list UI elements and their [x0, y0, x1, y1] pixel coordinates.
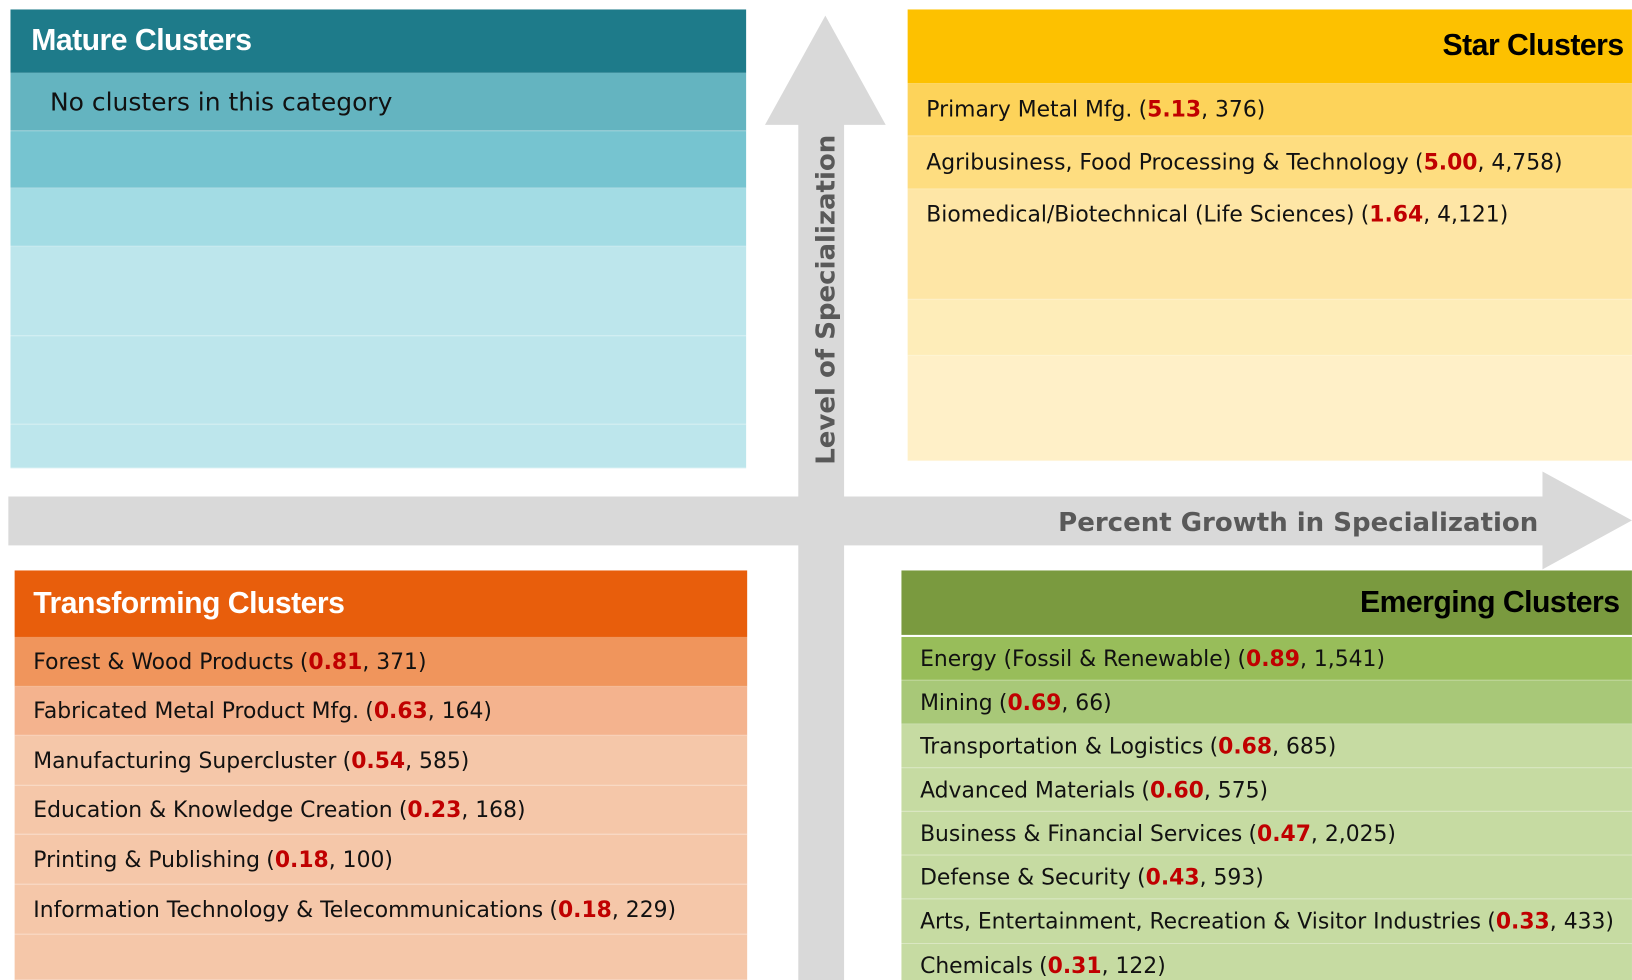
- cluster-name: Forest & Wood Products: [33, 648, 294, 674]
- cluster-name: Mining: [920, 689, 993, 715]
- employment: 1,541: [1300, 646, 1385, 671]
- cluster-row: [10, 336, 747, 425]
- emerging-quadrant: Emerging Clusters Energy (Fossil & Renew…: [901, 570, 1632, 980]
- cluster-name: Information Technology & Telecommunicati…: [33, 896, 544, 922]
- employment: 122: [1102, 953, 1166, 978]
- cluster-name: Manufacturing Supercluster: [33, 747, 337, 773]
- cluster-row: Defense & Security0.43593: [901, 855, 1632, 900]
- employment: 575: [1204, 777, 1268, 802]
- location-quotient: 5.00: [1415, 150, 1478, 175]
- cluster-row: Energy (Fossil & Renewable)0.891,541: [901, 636, 1632, 681]
- cluster-name: Arts, Entertainment, Recreation & Visito…: [920, 908, 1482, 934]
- employment: 371: [362, 649, 426, 674]
- cluster-name: Printing & Publishing: [33, 846, 261, 872]
- employment: 4,758: [1478, 150, 1563, 175]
- cluster-name: Education & Knowledge Creation: [33, 797, 393, 823]
- cluster-row: Fabricated Metal Product Mfg.0.63164: [14, 686, 748, 736]
- cluster-row: Forest & Wood Products0.81371: [14, 636, 748, 687]
- employment: 685: [1272, 733, 1336, 758]
- cluster-row: Advanced Materials0.60575: [901, 768, 1632, 812]
- employment: 593: [1200, 864, 1264, 889]
- cluster-row: [14, 934, 748, 980]
- cluster-name: Transportation & Logistics: [920, 733, 1204, 759]
- star-quadrant: Star Clusters Primary Metal Mfg.5.13376 A…: [907, 9, 1632, 462]
- cluster-row: [10, 131, 747, 189]
- cluster-row: Biomedical/Biotechnical (Life Sciences)1…: [907, 189, 1632, 300]
- location-quotient: 0.60: [1141, 777, 1204, 802]
- cluster-row: Agribusiness, Food Processing & Technolo…: [907, 136, 1632, 190]
- employment: 433: [1550, 909, 1614, 934]
- cluster-row: Transportation & Logistics0.68685: [901, 724, 1632, 769]
- quadrant-title: Star Clusters: [907, 9, 1632, 84]
- location-quotient: 5.13: [1139, 97, 1201, 122]
- quadrant-title: Emerging Clusters: [901, 570, 1632, 635]
- employment: 229: [612, 897, 676, 922]
- cluster-name: Business & Financial Services: [920, 820, 1243, 846]
- quadrant-title: Transforming Clusters: [14, 570, 748, 637]
- employment: 585: [405, 748, 469, 773]
- cluster-row: Chemicals0.31122: [901, 944, 1632, 980]
- cluster-name: Advanced Materials: [920, 776, 1136, 802]
- location-quotient: 1.64: [1361, 202, 1423, 227]
- location-quotient: 0.43: [1137, 864, 1200, 889]
- cluster-row: Primary Metal Mfg.5.13376: [907, 83, 1632, 137]
- quadrant-title: Mature Clusters: [10, 9, 747, 73]
- mature-quadrant: Mature Clusters No clusters in this cate…: [10, 9, 747, 469]
- empty-note: No clusters in this category: [49, 86, 393, 117]
- horizontal-axis-label: Percent Growth in Specialization: [1058, 508, 1538, 538]
- location-quotient: 0.63: [365, 698, 428, 723]
- employment: 4,121: [1423, 202, 1508, 227]
- location-quotient: 0.89: [1237, 646, 1300, 671]
- employment: 66: [1061, 690, 1111, 715]
- location-quotient: 0.69: [999, 690, 1061, 715]
- transforming-quadrant: Transforming Clusters Forest & Wood Prod…: [14, 570, 748, 980]
- cluster-row: No clusters in this category: [10, 72, 747, 132]
- cluster-row: [907, 299, 1632, 356]
- cluster-row: Education & Knowledge Creation0.23168: [14, 785, 748, 835]
- cluster-row: [10, 424, 747, 469]
- cluster-row: [907, 355, 1632, 462]
- location-quotient: 0.31: [1039, 953, 1102, 978]
- cluster-name: Agribusiness, Food Processing & Technolo…: [926, 149, 1409, 175]
- employment: 164: [428, 698, 492, 723]
- location-quotient: 0.18: [266, 847, 329, 872]
- cluster-name: Energy (Fossil & Renewable): [920, 645, 1232, 671]
- location-quotient: 0.81: [300, 649, 362, 674]
- location-quotient: 0.33: [1487, 909, 1550, 934]
- location-quotient: 0.54: [343, 748, 405, 773]
- cluster-row: Manufacturing Supercluster0.54585: [14, 735, 748, 786]
- cluster-name: Defense & Security: [920, 864, 1131, 890]
- location-quotient: 0.68: [1210, 733, 1272, 758]
- location-quotient: 0.18: [549, 897, 612, 922]
- cluster-row: [10, 246, 747, 337]
- cluster-row: Mining0.6966: [901, 680, 1632, 725]
- horizontal-arrow: [8, 471, 1632, 570]
- employment: 168: [461, 797, 525, 822]
- employment: 100: [329, 847, 393, 872]
- cluster-row: Printing & Publishing0.18100: [14, 834, 748, 885]
- cluster-name: Biomedical/Biotechnical (Life Sciences): [926, 201, 1355, 227]
- cluster-row: [10, 188, 747, 247]
- employment: 2,025: [1311, 821, 1396, 846]
- cluster-row: Arts, Entertainment, Recreation & Visito…: [901, 899, 1632, 945]
- employment: 376: [1201, 97, 1265, 122]
- location-quotient: 0.23: [399, 797, 461, 822]
- vertical-axis-label: Level of Specialization: [812, 135, 842, 465]
- cluster-name: Fabricated Metal Product Mfg.: [33, 698, 360, 724]
- cluster-name: Chemicals: [920, 952, 1033, 978]
- cluster-row: Business & Financial Services0.472,025: [901, 811, 1632, 856]
- cluster-row: Information Technology & Telecommunicati…: [14, 884, 748, 935]
- location-quotient: 0.47: [1248, 821, 1311, 846]
- cluster-name: Primary Metal Mfg.: [926, 96, 1133, 122]
